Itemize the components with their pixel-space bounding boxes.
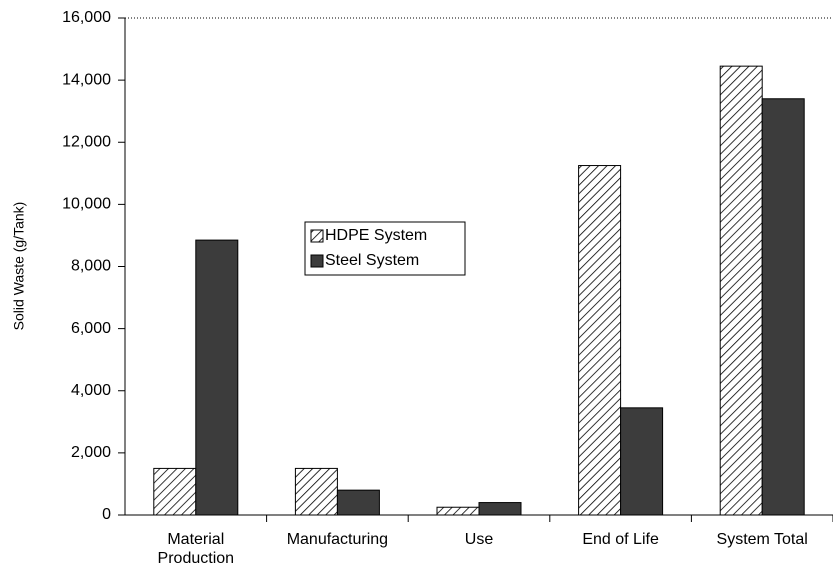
y-axis-label: Solid Waste (g/Tank) bbox=[11, 202, 27, 331]
x-tick-label: Material Production bbox=[157, 531, 235, 567]
bar bbox=[195, 239, 239, 516]
x-tick-label: End of Life bbox=[582, 531, 659, 548]
legend-swatch bbox=[310, 229, 324, 243]
bar bbox=[620, 407, 664, 516]
x-tick-label: Use bbox=[464, 531, 494, 548]
y-tick-label: 8,000 bbox=[71, 258, 111, 275]
bar bbox=[478, 502, 522, 516]
y-tick-label: 12,000 bbox=[62, 133, 111, 150]
y-tick-label: 2,000 bbox=[71, 444, 111, 461]
bar bbox=[719, 65, 763, 516]
y-tick-label: 10,000 bbox=[62, 196, 111, 213]
x-tick-label: System Total bbox=[716, 531, 808, 548]
y-tick-label: 0 bbox=[102, 506, 111, 523]
bar bbox=[761, 98, 805, 516]
legend-box bbox=[304, 221, 466, 276]
y-tick-label: 14,000 bbox=[62, 71, 111, 88]
x-tick-label: Manufacturing bbox=[286, 531, 389, 548]
bar bbox=[153, 467, 197, 516]
bar bbox=[578, 165, 622, 516]
y-tick-label: 16,000 bbox=[62, 9, 111, 26]
y-tick-label: 6,000 bbox=[71, 320, 111, 337]
y-tick-label: 4,000 bbox=[71, 382, 111, 399]
bar bbox=[436, 506, 480, 516]
legend-swatch bbox=[310, 254, 324, 268]
legend-label: Steel System bbox=[325, 252, 419, 269]
legend-label: HDPE System bbox=[325, 227, 427, 244]
bar bbox=[294, 467, 338, 516]
bar bbox=[336, 489, 380, 516]
